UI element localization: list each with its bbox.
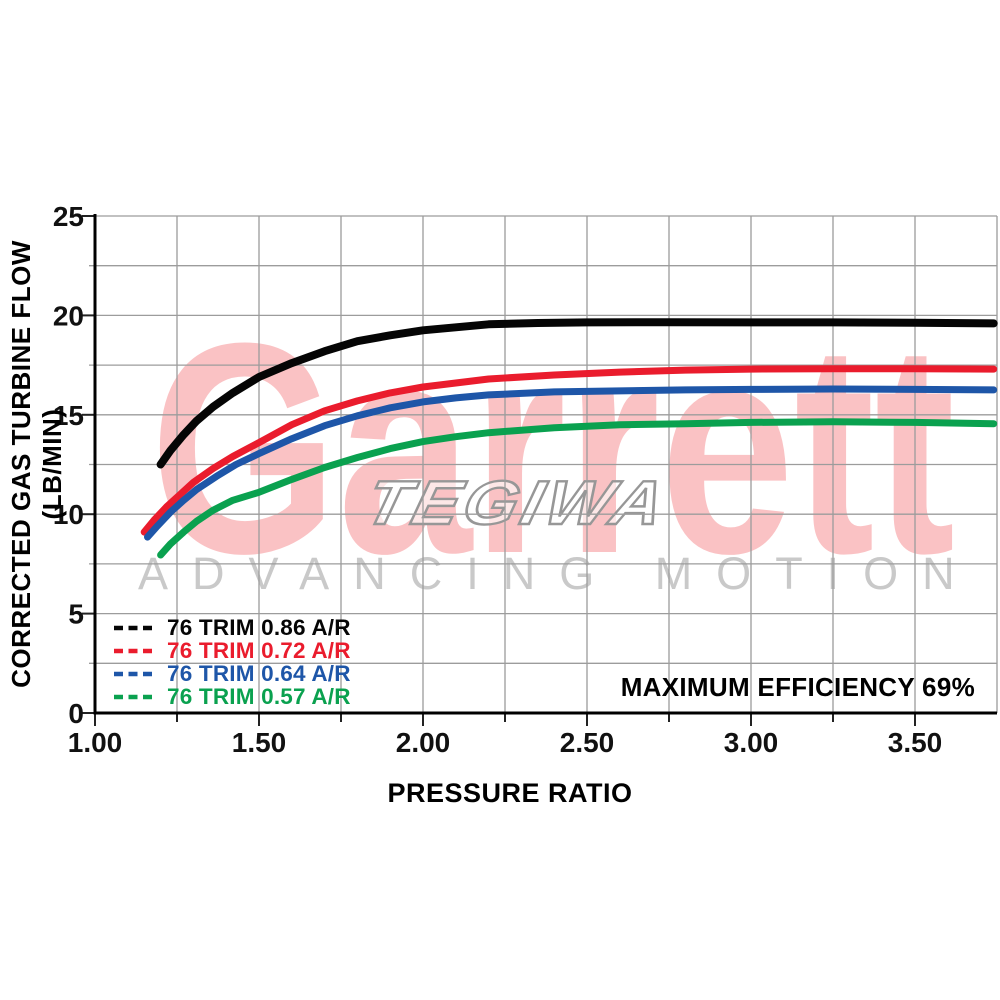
y-axis-title: CORRECTED GAS TURBINE FLOW (LB/MIN)	[6, 240, 67, 688]
series-line-1	[140, 365, 998, 536]
y-tick-label: 0	[68, 698, 84, 729]
legend-label: 76 TRIM 0.72 A/R	[167, 637, 351, 663]
x-axis-title: PRESSURE RATIO	[387, 778, 633, 808]
y-tick-label: 25	[53, 201, 84, 232]
max-efficiency-label: MAXIMUM EFFICIENCY 69%	[620, 672, 975, 702]
garrett-watermark: Garrett	[150, 280, 955, 616]
x-tick-label: 3.50	[888, 727, 943, 758]
legend-dash-marker	[114, 671, 156, 676]
series-line-3	[157, 418, 998, 559]
y-tick-label: 5	[68, 599, 84, 630]
legend-item: 76 TRIM 0.86 A/R	[112, 614, 351, 640]
y-tick-label: 15	[53, 400, 84, 431]
x-tick-label: 2.00	[396, 727, 451, 758]
x-tick-label: 1.50	[232, 727, 287, 758]
y-tick-label: 10	[53, 499, 84, 530]
x-tick-label: 3.00	[724, 727, 779, 758]
series-line-0	[156, 318, 998, 469]
legend-dash-marker	[114, 694, 156, 699]
legend-dash-marker	[114, 648, 156, 653]
y-tick-label: 20	[53, 300, 84, 331]
tegiwa-watermark: TEGIWA	[359, 469, 676, 538]
series-line-2	[144, 385, 998, 541]
legend-item: 76 TRIM 0.64 A/R	[112, 660, 351, 686]
legend: 76 TRIM 0.86 A/R 76 TRIM 0.72 A/R 76 TRIM …	[112, 614, 351, 709]
legend-label: 76 TRIM 0.86 A/R	[167, 614, 351, 640]
legend-label: 76 TRIM 0.57 A/R	[167, 683, 351, 709]
legend-dash-marker	[114, 625, 156, 630]
legend-label: 76 TRIM 0.64 A/R	[167, 660, 351, 686]
advancing-motion-watermark: ADVANCING MOTION	[138, 548, 979, 599]
legend-item: 76 TRIM 0.72 A/R	[112, 637, 351, 663]
legend-item: 76 TRIM 0.57 A/R	[112, 683, 351, 709]
x-tick-label: 1.00	[68, 727, 123, 758]
x-tick-label: 2.50	[560, 727, 615, 758]
